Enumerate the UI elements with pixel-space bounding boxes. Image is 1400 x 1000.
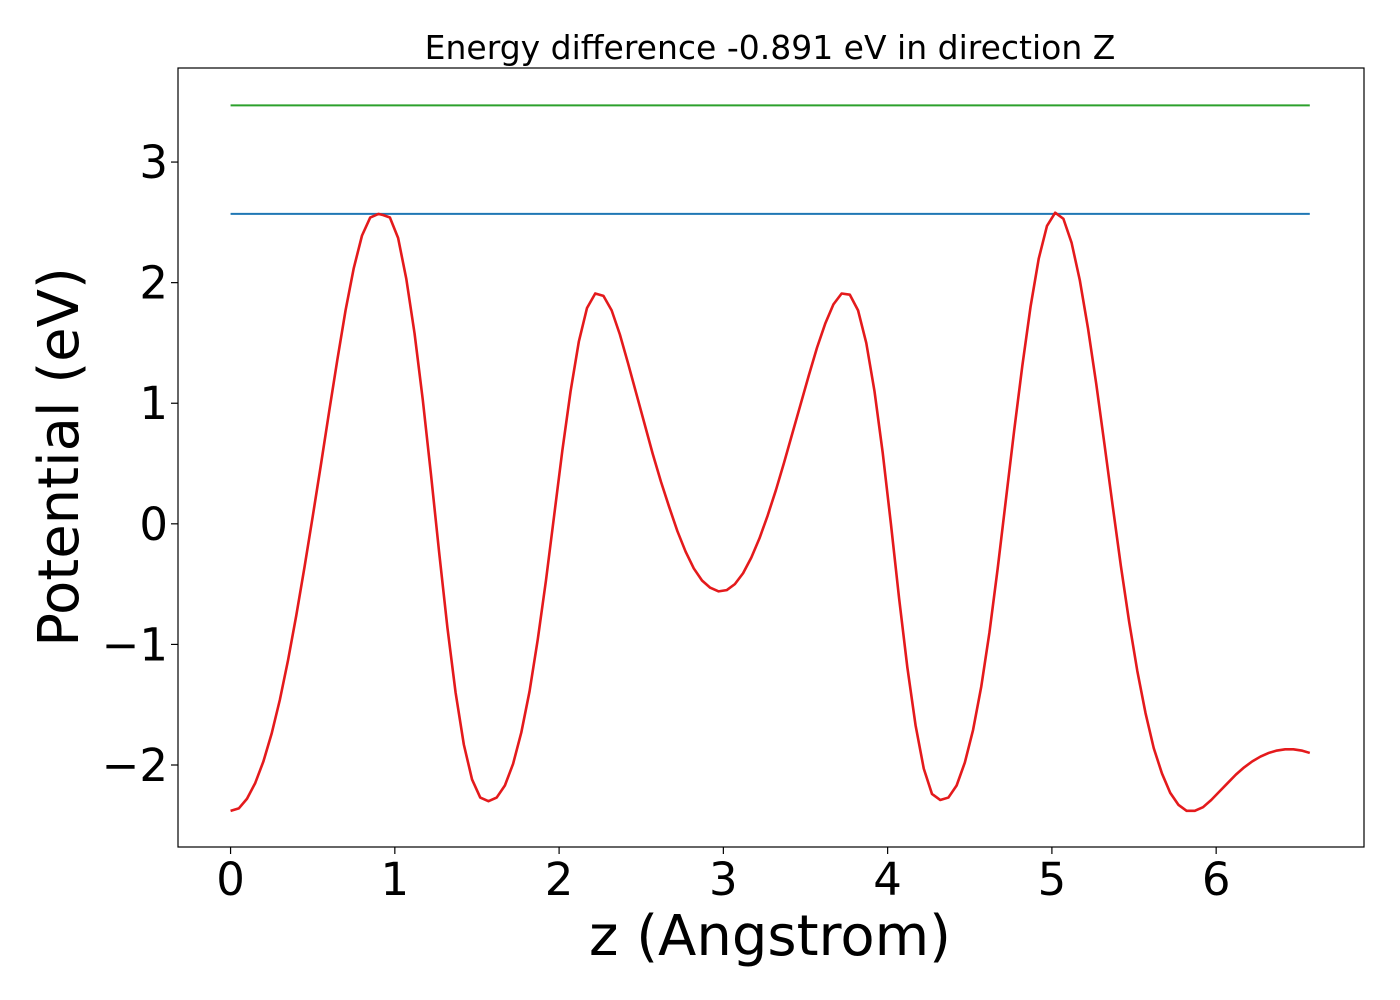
x-tick-label: 6 — [1202, 853, 1231, 906]
x-tick-label: 1 — [381, 853, 410, 906]
plot-area — [230, 104, 1311, 813]
y-axis-label: Potential (eV) — [27, 267, 92, 647]
axis-ticks: 0 1 2 3 4 5 6 −2 −1 0 1 2 3 — [102, 136, 1231, 906]
y-tick-label: 0 — [139, 498, 168, 551]
chart-title: Energy difference -0.891 eV in direction… — [425, 28, 1116, 67]
x-tick-label: 0 — [216, 853, 245, 906]
x-tick-label: 2 — [545, 853, 574, 906]
y-tick-label: −1 — [102, 618, 168, 671]
x-tick-label: 3 — [709, 853, 738, 906]
y-tick-label: 2 — [139, 257, 168, 310]
x-axis-label: z (Angstrom) — [589, 904, 951, 969]
x-tick-label: 4 — [873, 853, 902, 906]
axes-frame — [177, 67, 1365, 848]
y-tick-label: −2 — [102, 739, 168, 792]
x-tick-label: 5 — [1038, 853, 1067, 906]
series-line-3 — [230, 211, 1311, 813]
y-tick-label: 3 — [139, 136, 168, 189]
y-tick-label: 1 — [139, 377, 168, 430]
